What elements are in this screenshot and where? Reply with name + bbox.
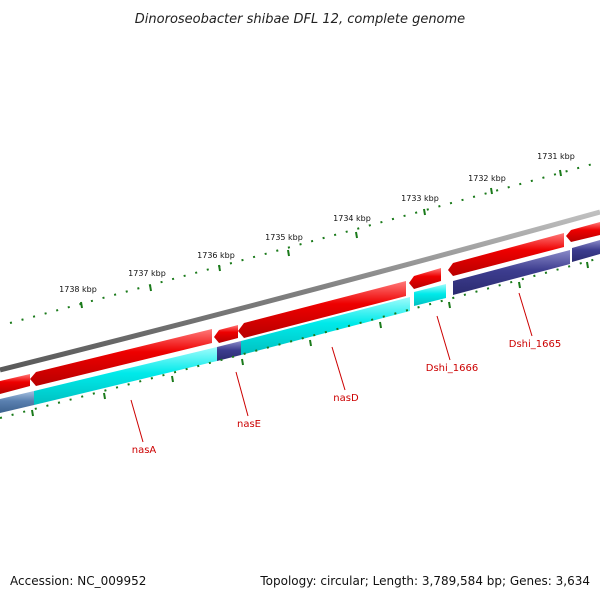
gene-label-nasD: nasD bbox=[333, 393, 359, 404]
gene-label-dshi-1665: Dshi_1665 bbox=[509, 339, 561, 350]
kbp-label: 1737 kbp bbox=[128, 269, 166, 278]
gene-arrow bbox=[30, 329, 212, 386]
cds-bar bbox=[572, 240, 600, 262]
kbp-labels: 1731 kbp 1732 kbp 1733 kbp 1734 kbp 1735… bbox=[59, 152, 575, 294]
kbp-label: 1734 kbp bbox=[333, 214, 371, 223]
outer-major-ticks bbox=[80, 169, 562, 309]
cds-bar bbox=[0, 391, 34, 413]
inner-major-ticks bbox=[31, 261, 589, 417]
cds-bar bbox=[217, 341, 241, 361]
gene-label-dshi-1666: Dshi_1666 bbox=[426, 363, 478, 374]
cds-track bbox=[0, 240, 600, 413]
gene-arrow bbox=[238, 281, 406, 338]
kbp-label: 1738 kbp bbox=[59, 285, 97, 294]
gene-labels: nasA nasE nasD Dshi_1666 Dshi_1665 bbox=[132, 339, 562, 456]
outer-tick-track bbox=[9, 161, 600, 324]
gene-label-nasA: nasA bbox=[132, 445, 157, 456]
kbp-label: 1735 kbp bbox=[265, 233, 303, 242]
gene-label-nasE: nasE bbox=[237, 419, 261, 430]
cds-bar bbox=[414, 284, 446, 306]
map-title: Dinoroseobacter shibae DFL 12, complete … bbox=[135, 12, 465, 27]
topology-text: Topology: circular; Length: 3,789,584 bp… bbox=[260, 574, 590, 588]
gene-arrow bbox=[0, 374, 30, 394]
accession-text: Accession: NC_009952 bbox=[10, 574, 147, 588]
cds-bar bbox=[241, 297, 410, 355]
gene-arrow bbox=[566, 222, 600, 242]
kbp-label: 1736 kbp bbox=[197, 251, 235, 260]
cds-bar bbox=[453, 250, 570, 295]
gene-arrow bbox=[409, 268, 441, 289]
gene-arrow bbox=[448, 233, 564, 276]
leader-lines bbox=[130, 292, 533, 443]
genome-backbone bbox=[0, 209, 600, 373]
kbp-label: 1733 kbp bbox=[401, 194, 439, 203]
gene-arrows bbox=[0, 222, 600, 394]
kbp-label: 1732 kbp bbox=[468, 174, 506, 183]
gene-arrow bbox=[214, 325, 238, 343]
kbp-label: 1731 kbp bbox=[537, 152, 575, 161]
cds-bar bbox=[34, 347, 217, 405]
